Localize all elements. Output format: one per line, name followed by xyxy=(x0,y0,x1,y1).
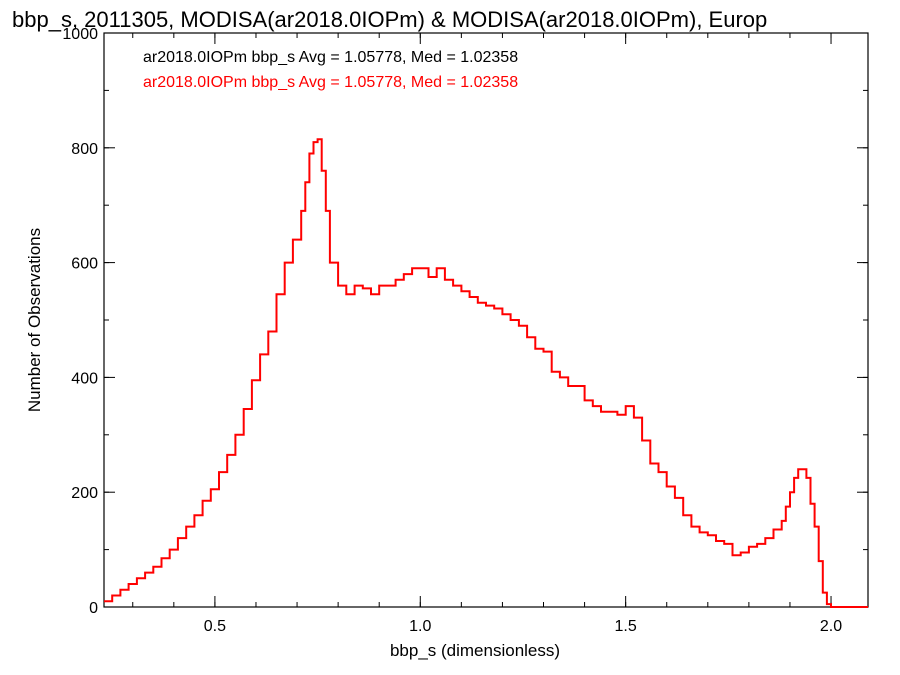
y-tick-label: 200 xyxy=(71,485,98,502)
y-tick-label: 1000 xyxy=(62,26,98,43)
x-tick-label: 0.5 xyxy=(204,618,226,635)
y-tick-label: 0 xyxy=(89,600,98,617)
y-axis-label: Number of Observations xyxy=(25,228,44,412)
plot-frame xyxy=(103,32,869,608)
histogram-series-line xyxy=(104,138,868,608)
legend-annotation: ar2018.0IOPm bbp_s Avg = 1.05778, Med = … xyxy=(143,74,518,91)
chart-title: bbp_s, 2011305, MODISA(ar2018.0IOPm) & M… xyxy=(12,7,767,32)
legend-annotation: ar2018.0IOPm bbp_s Avg = 1.05778, Med = … xyxy=(143,49,518,66)
x-tick-label: 2.0 xyxy=(820,618,842,635)
y-tick-label: 800 xyxy=(71,141,98,158)
y-tick-label: 400 xyxy=(71,370,98,387)
plot-area: 0.5 1.0 1.5 2.0 0 200 400 600 800 1000 ar2018.0IOP… xyxy=(62,26,869,635)
y-tick-label: 600 xyxy=(71,256,98,273)
x-tick-label: 1.5 xyxy=(615,618,637,635)
x-tick-label: 1.0 xyxy=(409,618,431,635)
x-axis-label: bbp_s (dimensionless) xyxy=(390,641,560,660)
